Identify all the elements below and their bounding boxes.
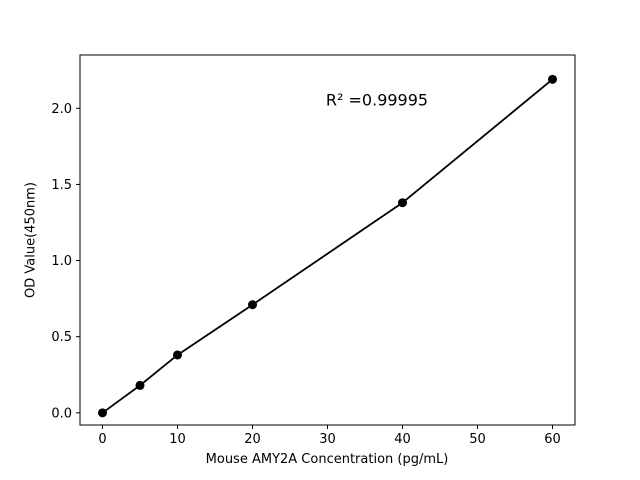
data-point (548, 74, 557, 84)
r-squared-annotation: R² =0.99995 (325, 90, 429, 110)
data-point (135, 380, 145, 390)
x-tick-label: 30 (319, 432, 336, 447)
x-axis-label: Mouse AMY2A Concentration (pg/mL) (205, 452, 449, 467)
data-point (398, 198, 407, 208)
y-tick-label: 0.5 (51, 330, 72, 345)
data-point (173, 350, 182, 360)
axes-frame (79, 54, 576, 426)
x-tick-label: 40 (394, 432, 411, 447)
x-tick-label: 0 (98, 432, 106, 447)
x-tick-label: 10 (169, 432, 186, 447)
y-tick-label: 0.0 (51, 406, 72, 421)
data-point (98, 408, 107, 418)
y-axis-label: OD Value(450nm) (23, 182, 39, 298)
x-tick-label: 20 (244, 432, 261, 447)
x-tick-label: 50 (469, 432, 486, 447)
y-tick-label: 1.0 (51, 254, 72, 269)
x-tick-label: 60 (544, 432, 561, 447)
fit-line (101, 78, 554, 414)
y-tick-label: 1.5 (51, 178, 72, 193)
data-point (248, 300, 257, 310)
y-tick-label: 2.0 (51, 102, 72, 117)
